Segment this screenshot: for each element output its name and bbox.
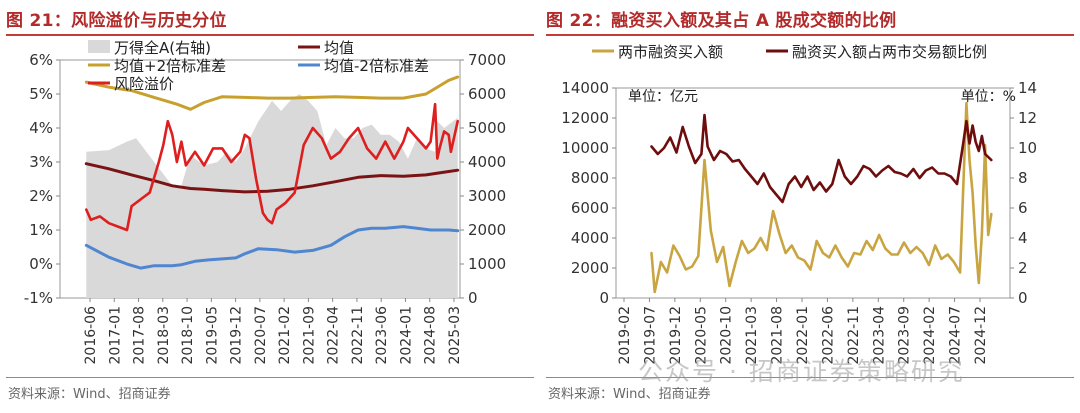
y-left-tick-label: 4%: [29, 119, 53, 137]
x-tick-label: 2019-07: [642, 306, 658, 365]
y-right-tick-label: 0: [468, 289, 478, 307]
y-right-tick-label: 0: [1018, 289, 1028, 307]
x-tick-label: 2023-04: [871, 306, 887, 365]
y-left-tick-label: 0%: [29, 255, 53, 273]
y-right-tick-label: 6: [1018, 199, 1028, 217]
series-line-2: [84, 75, 460, 111]
x-tick-label: 2022-01: [795, 306, 811, 365]
x-tick-label: 2021-02: [277, 306, 293, 365]
y-left-tick-label: 5%: [29, 85, 53, 103]
y-left-tick-label: 10000: [561, 139, 609, 157]
x-tick-label: 2021-03: [744, 306, 760, 365]
series-line-3: [84, 225, 460, 270]
x-tick-label: 2021-08: [770, 306, 786, 365]
x-tick-label: 2024-12: [973, 306, 989, 365]
y-right-tick-label: 14: [1018, 79, 1037, 97]
x-tick-label: 2025-03: [447, 306, 463, 365]
y-left-tick-label: 6%: [29, 51, 53, 69]
y-right-tick-label: 7000: [468, 51, 506, 69]
y-left-tick-label: 14000: [561, 79, 609, 97]
y-right-tick-label: 8: [1018, 169, 1028, 187]
x-tick-label: 2023-09: [897, 306, 913, 365]
legend-label: 两市融资买入额: [618, 43, 723, 61]
x-tick-label: 2020-10: [719, 306, 735, 365]
x-tick-label: 2022-11: [350, 306, 366, 365]
y-left-tick-label: 0: [599, 289, 609, 307]
x-tick-label: 2022-04: [326, 306, 342, 365]
y-right-tick-label: 12: [1018, 109, 1037, 127]
x-tick-label: 2020-05: [693, 306, 709, 365]
right-source-rule: [546, 377, 1074, 378]
y-right-tick-label: 4: [1018, 229, 1028, 247]
right-figure-panel: 图 22：融资买入额及其占 A 股成交额的比例 0 2000 4000 6000 800…: [540, 0, 1080, 413]
y-right-tick-label: 1000: [468, 255, 506, 273]
y-right-tick-label: 2: [1018, 259, 1028, 277]
y-right-tick-label: 3000: [468, 187, 506, 205]
right-source-note: 资料来源：Wind、招商证券: [548, 387, 711, 402]
left-source-rule: [6, 377, 534, 378]
right-figure-title: 图 22：融资买入额及其占 A 股成交额的比例: [546, 11, 897, 31]
left-figure-title: 图 21：风险溢价与历史分位: [6, 11, 227, 31]
x-tick-label: 2022-11: [846, 306, 862, 365]
watermark-text: 公众号 · 招商证券策略研究: [638, 357, 965, 386]
x-tick-label: 2021-09: [301, 306, 317, 365]
series-line-0: [650, 101, 993, 294]
x-tick-label: 2020-07: [253, 306, 269, 365]
y-left-tick-label: 2000: [571, 259, 609, 277]
series-line-1: [650, 113, 993, 204]
x-tick-label: 2022-06: [820, 306, 836, 365]
left-unit-label: 单位：亿元: [628, 89, 698, 105]
legend-label: 均值+2倍标准差: [114, 57, 226, 75]
margin-buying-chart: 0 2000 4000 6000 8000 10000 12000 14000 0 2 4 6 8 10 1…: [561, 43, 1037, 365]
y-left-tick-label: 1%: [29, 221, 53, 239]
right-title-rule: [546, 34, 1074, 36]
legend-label: 风险溢价: [114, 75, 174, 93]
x-tick-label: 2019-12: [668, 306, 684, 365]
x-tick-label: 2018-03: [156, 306, 172, 365]
x-tick-label: 2024-07: [948, 306, 964, 365]
legend-label: 均值-2倍标准差: [324, 57, 429, 75]
legend-label: 万得全A(右轴): [114, 39, 211, 57]
legend-label: 融资买入额占两市交易额比例: [792, 43, 987, 61]
x-tick-label: 2019-12: [229, 306, 245, 365]
plot-frame: [615, 87, 1011, 299]
y-right-tick-label: 6000: [468, 85, 506, 103]
x-tick-label: 2016-06: [83, 306, 99, 365]
y-left-tick-label: 2%: [29, 187, 53, 205]
y-right-tick-label: 10: [1018, 139, 1037, 157]
x-tick-label: 2024-02: [922, 306, 938, 365]
y-left-tick-label: 12000: [561, 109, 609, 127]
y-right-tick-label: 2000: [468, 221, 506, 239]
legend-swatch: [88, 40, 110, 53]
y-left-tick-label: 8000: [571, 169, 609, 187]
left-title-rule: [6, 34, 534, 36]
x-tick-label: 2024-01: [398, 306, 414, 365]
y-left-tick-label: 3%: [29, 153, 53, 171]
x-tick-label: 2023-06: [374, 306, 390, 365]
y-right-tick-label: 5000: [468, 119, 506, 137]
risk-premium-chart: -1% 0% 1% 2% 3% 4% 5% 6% 0 1000 2000 3000 4000 5000 60…: [24, 39, 506, 365]
y-left-tick-label: -1%: [24, 289, 53, 307]
y-left-tick-label: 4000: [571, 229, 609, 247]
legend-label: 均值: [324, 39, 354, 57]
left-figure-panel: 图 21：风险溢价与历史分位 -1% 0% 1% 2% 3% 4% 5% 6% 0 1000 200…: [6, 11, 534, 402]
x-tick-label: 2017-08: [132, 306, 148, 365]
series-line-4: [85, 102, 459, 232]
x-tick-label: 2019-02: [617, 306, 633, 365]
y-left-tick-label: 6000: [571, 199, 609, 217]
x-tick-label: 2017-01: [107, 306, 123, 365]
x-tick-label: 2024-08: [423, 306, 439, 365]
y-right-tick-label: 4000: [468, 153, 506, 171]
x-tick-label: 2019-05: [204, 306, 220, 365]
right-unit-label: 单位：%: [961, 89, 1016, 105]
left-source-note: 资料来源：Wind、招商证券: [8, 387, 171, 402]
x-tick-label: 2018-10: [180, 306, 196, 365]
